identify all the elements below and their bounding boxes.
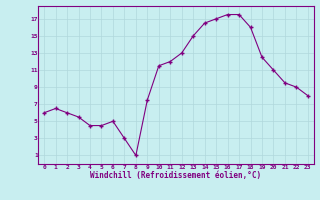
X-axis label: Windchill (Refroidissement éolien,°C): Windchill (Refroidissement éolien,°C) bbox=[91, 171, 261, 180]
